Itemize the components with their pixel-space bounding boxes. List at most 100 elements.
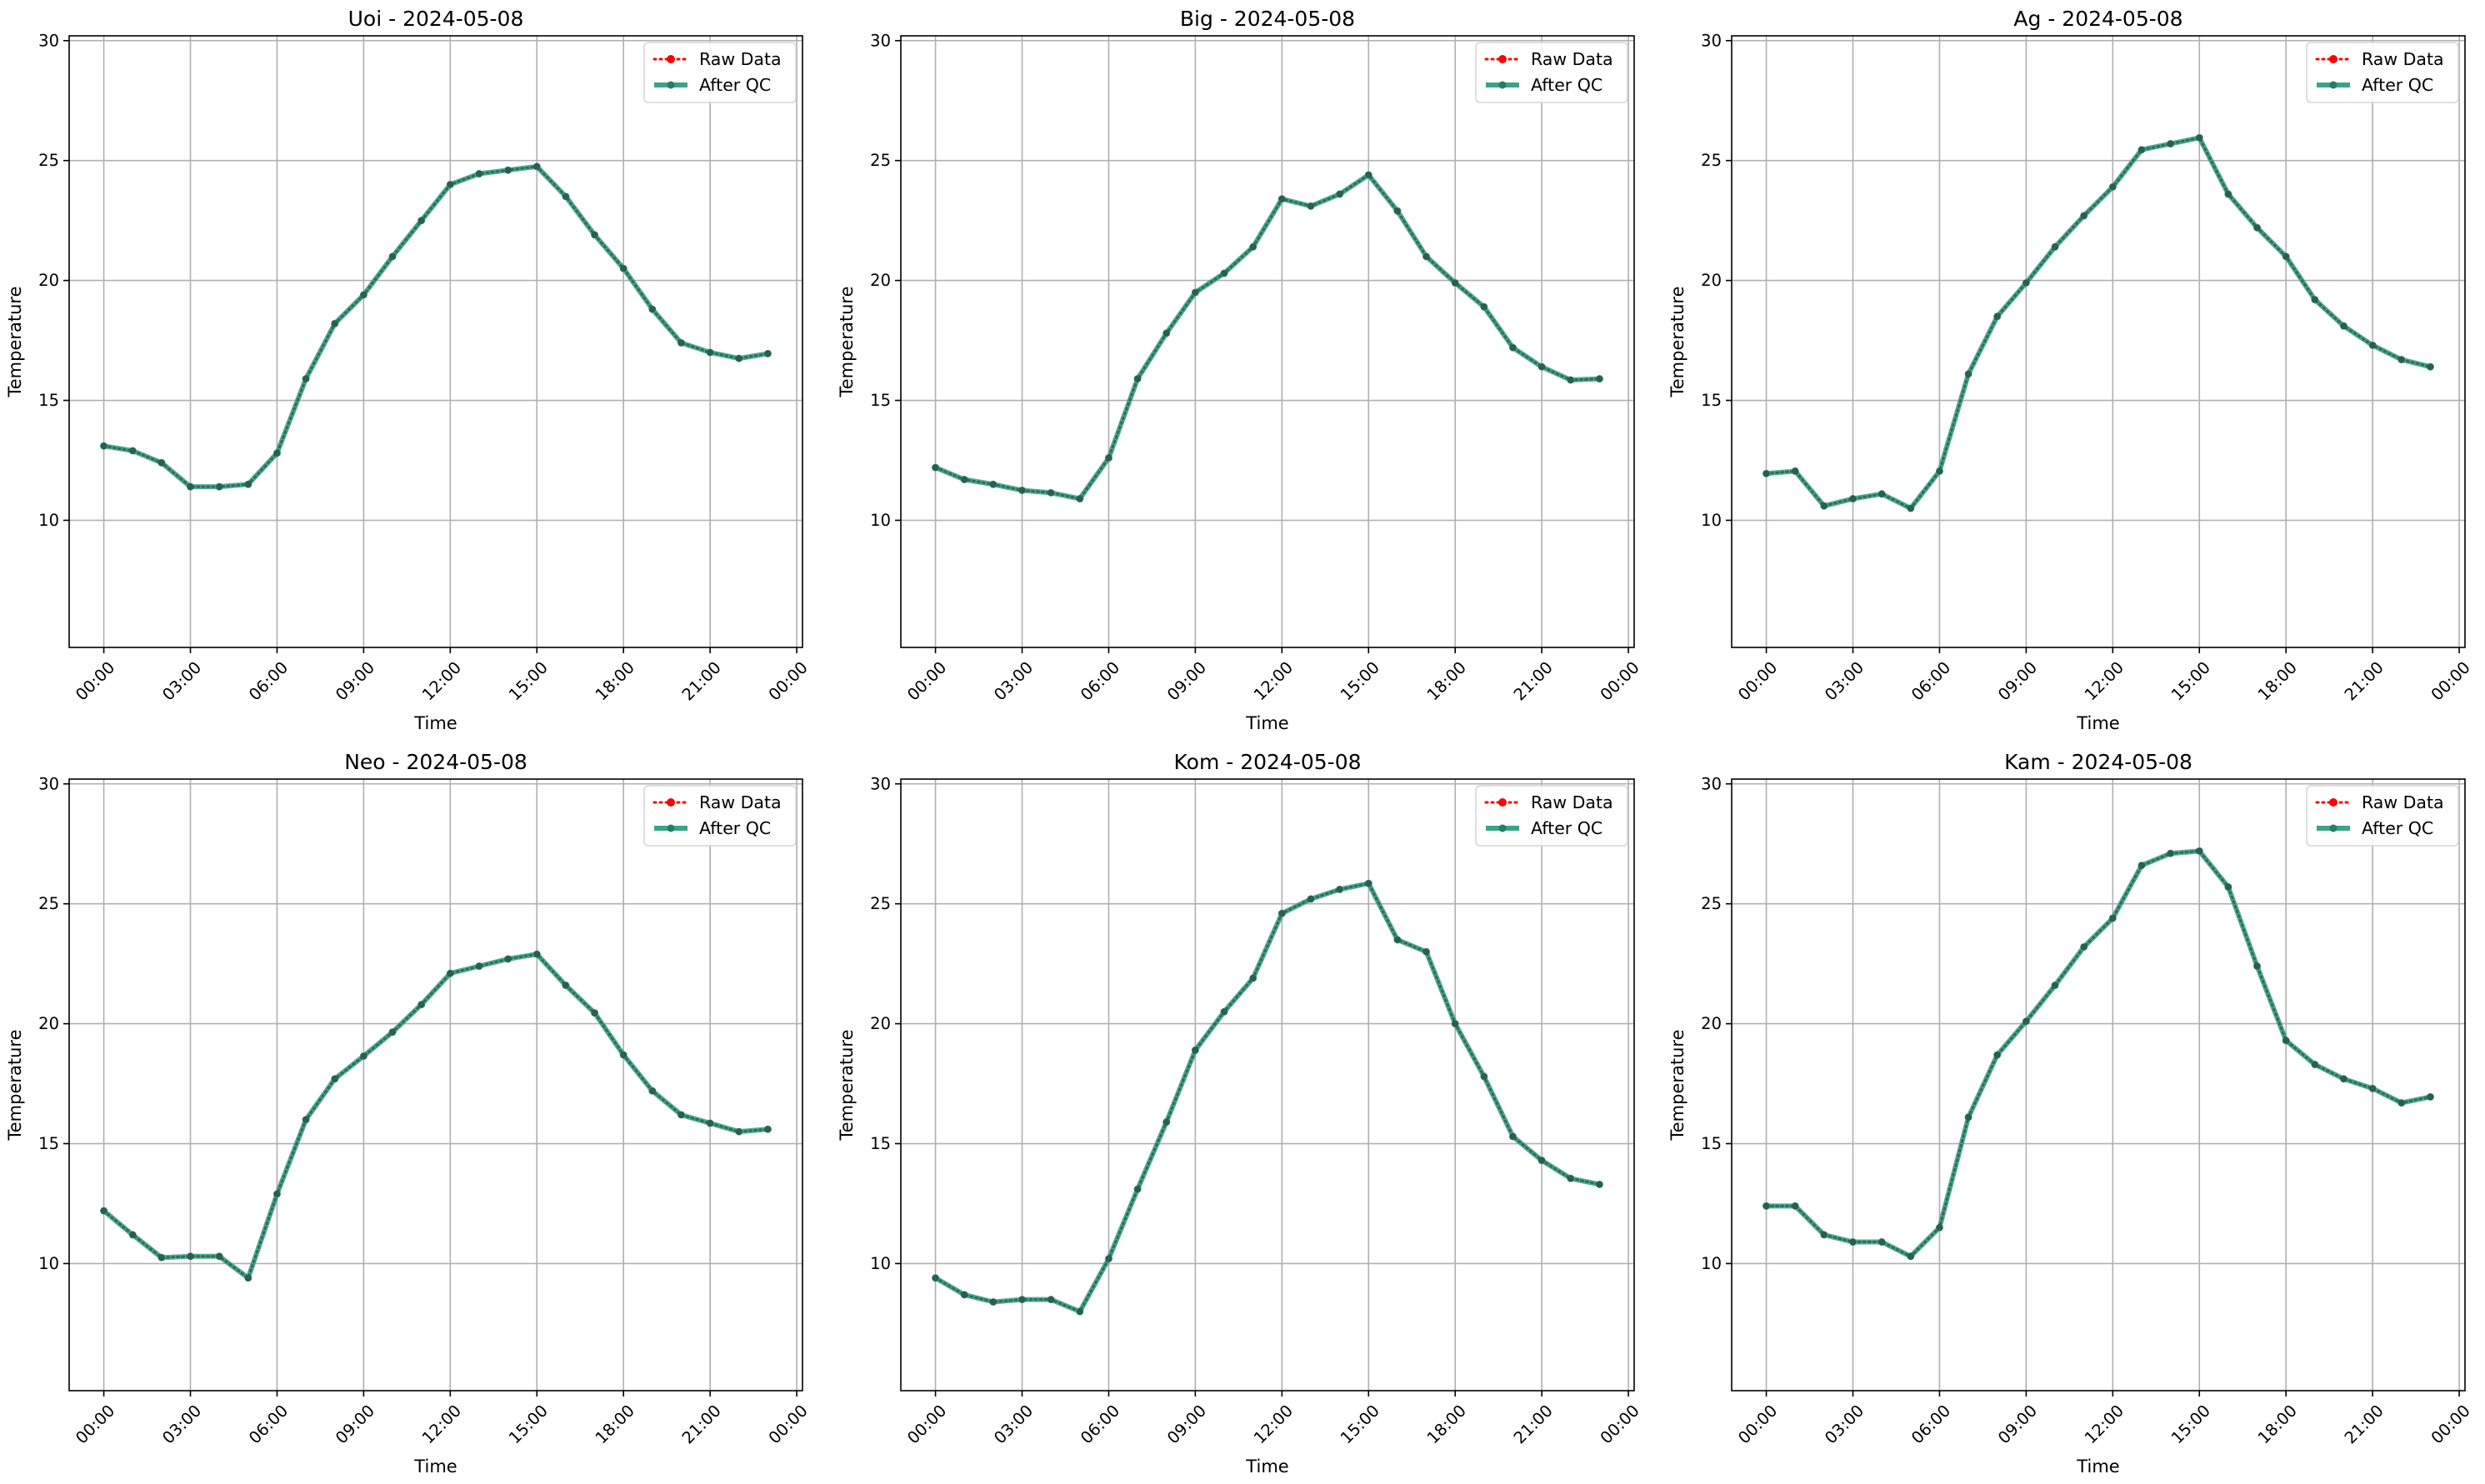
data-point-raw-data	[1134, 1186, 1142, 1193]
chart-panel-3: 00:00 03:00 06:00 09:00 12:00 15:00 18:00 21:00…	[1668, 7, 2474, 733]
data-point-raw-data	[1762, 470, 1770, 477]
data-point-raw-data	[1792, 1202, 1799, 1210]
series-line-after-qc	[1763, 848, 2433, 1259]
x-tick-label: 00:00	[765, 657, 812, 704]
legend-label-after-qc: After QC	[699, 818, 771, 838]
y-tick-label: 25	[1701, 151, 1722, 170]
data-point-raw-data	[216, 1252, 223, 1260]
legend: Raw Data After QC	[2306, 785, 2459, 847]
data-point-raw-data	[129, 447, 137, 454]
x-tick-label: 06:00	[1077, 1401, 1123, 1447]
plot-frame	[1731, 35, 2466, 648]
data-point-raw-data	[1936, 1224, 1943, 1232]
data-point-raw-data	[591, 1009, 598, 1017]
x-tick-label: 03:00	[990, 1401, 1037, 1447]
series-line-raw-data	[934, 172, 1601, 501]
x-axis-label: Time	[413, 1457, 457, 1477]
data-point-raw-data	[1048, 1296, 1055, 1303]
x-tick-label: 00:00	[903, 657, 950, 704]
x-tick-label: 21:00	[678, 657, 725, 704]
data-point-raw-data	[1422, 252, 1430, 260]
plot-frame	[1731, 778, 2466, 1392]
legend-marker-after-qc	[1498, 824, 1507, 832]
x-tick-label: 00:00	[2428, 657, 2474, 704]
x-tick-label: 06:00	[1908, 1401, 1954, 1447]
data-point-raw-data	[591, 231, 598, 238]
data-point-raw-data	[2080, 212, 2088, 219]
data-point-raw-data	[2167, 140, 2174, 147]
series-points-after-qc	[100, 162, 772, 491]
data-point-raw-data	[216, 483, 223, 491]
chart-title: Kom - 2024-05-08	[1174, 750, 1362, 774]
series-points-raw-data	[932, 171, 1603, 502]
chart-title: Neo - 2024-05-08	[344, 750, 528, 774]
y-axis: 10 15 20 25 30	[870, 774, 901, 1273]
data-point-raw-data	[1105, 1255, 1112, 1262]
data-point-raw-data	[1965, 1113, 1972, 1121]
x-tick-label: 03:00	[1821, 1401, 1868, 1447]
data-point-raw-data	[331, 320, 338, 327]
y-tick-label: 30	[1701, 31, 1722, 50]
x-axis-label: Time	[2076, 1457, 2119, 1477]
data-point-raw-data	[129, 1231, 137, 1238]
data-point-raw-data	[100, 442, 108, 450]
chart-panel-4: 00:00 03:00 06:00 09:00 12:00 15:00 18:00 21:00…	[5, 750, 812, 1477]
data-point-raw-data	[1820, 1231, 1828, 1238]
x-tick-label: 06:00	[245, 657, 292, 704]
data-point-raw-data	[2052, 982, 2059, 989]
x-tick-label: 00:00	[72, 1401, 118, 1447]
data-point-raw-data	[678, 339, 685, 347]
x-tick-label: 09:00	[1163, 657, 1210, 704]
y-axis-label: Temperature	[837, 1029, 857, 1141]
data-point-raw-data	[1018, 1296, 1026, 1303]
legend-label-raw-data: Raw Data	[1531, 792, 1613, 812]
data-point-raw-data	[1192, 288, 1199, 296]
y-axis-label: Temperature	[5, 1029, 25, 1141]
x-tick-label: 15:00	[505, 657, 552, 704]
x-tick-label: 00:00	[72, 657, 118, 704]
data-point-raw-data	[2253, 224, 2261, 232]
data-point-raw-data	[2369, 342, 2377, 349]
data-point-raw-data	[389, 1028, 397, 1036]
data-point-raw-data	[1849, 495, 1857, 502]
y-tick-label: 25	[1701, 894, 1722, 913]
data-point-raw-data	[2109, 183, 2117, 191]
data-point-raw-data	[1393, 936, 1401, 943]
data-point-raw-data	[2167, 850, 2174, 857]
data-point-raw-data	[1509, 344, 1517, 352]
data-point-raw-data	[2311, 296, 2318, 303]
x-tick-label: 06:00	[1077, 657, 1123, 704]
legend-marker-raw-data	[1498, 55, 1507, 63]
data-point-raw-data	[1452, 1020, 1459, 1027]
y-tick-label: 10	[870, 1254, 891, 1273]
y-tick-label: 20	[1701, 271, 1722, 290]
x-tick-label: 21:00	[1510, 1401, 1557, 1447]
data-point-raw-data	[2052, 243, 2059, 251]
data-point-raw-data	[707, 348, 714, 356]
x-tick-label: 12:00	[418, 657, 465, 704]
data-point-raw-data	[1249, 243, 1257, 251]
data-point-raw-data	[2282, 252, 2290, 260]
series-points-after-qc	[1762, 133, 2434, 512]
chart-panel-2: 00:00 03:00 06:00 09:00 12:00 15:00 18:00 21:00…	[837, 7, 1643, 733]
series-points-raw-data	[1762, 134, 2434, 512]
x-tick-label: 18:00	[2254, 1401, 2301, 1447]
data-point-raw-data	[1076, 1308, 1083, 1316]
legend-label-raw-data: Raw Data	[2362, 792, 2444, 812]
series-line-after-qc	[101, 163, 771, 490]
data-point-raw-data	[475, 170, 482, 177]
data-point-raw-data	[158, 1254, 165, 1262]
x-axis-label: Time	[2076, 713, 2119, 733]
chart-panel-5: 00:00 03:00 06:00 09:00 12:00 15:00 18:00 21:00…	[837, 750, 1643, 1477]
data-point-raw-data	[273, 449, 281, 457]
x-axis: 00:00 03:00 06:00 09:00 12:00 15:00 18:00 21:00…	[1734, 1391, 2474, 1447]
data-point-raw-data	[1018, 487, 1026, 494]
data-point-raw-data	[1907, 505, 1914, 512]
y-tick-label: 10	[38, 511, 59, 530]
data-point-raw-data	[2311, 1061, 2318, 1068]
data-point-raw-data	[1567, 1175, 1574, 1182]
grid	[901, 36, 1634, 647]
grid	[901, 779, 1634, 1391]
data-point-raw-data	[1365, 880, 1372, 887]
